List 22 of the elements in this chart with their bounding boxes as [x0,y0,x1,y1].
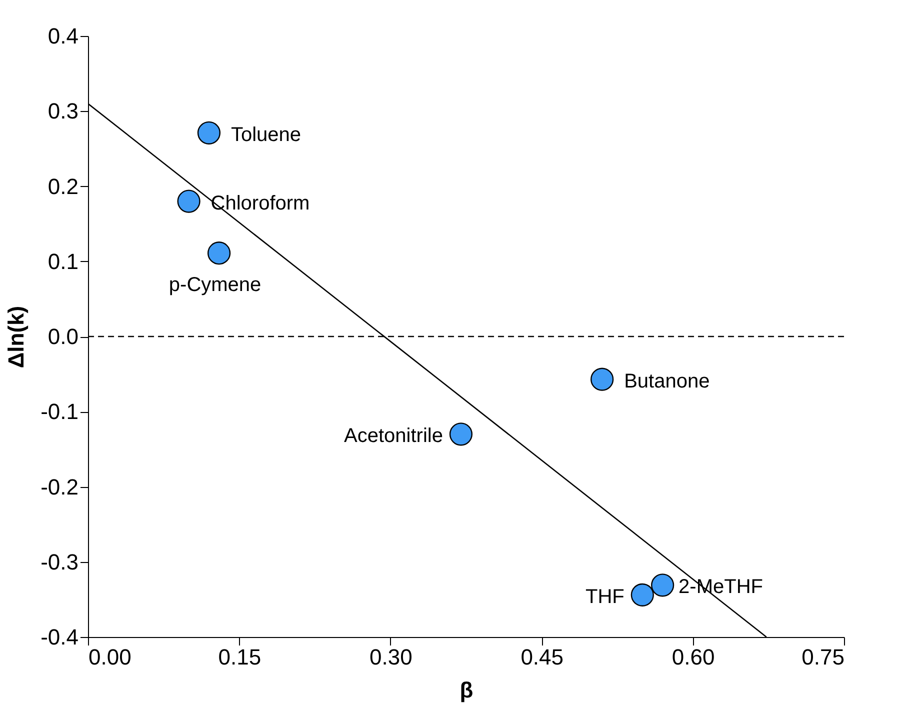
x-tick-label: 0.15 [218,644,262,670]
y-tick-label: 0.0 [48,324,78,349]
x-axis-title: β [460,678,474,702]
annotation: THF [586,586,624,608]
annotation: Toluene [230,124,302,146]
y-tick-label: -0.3 [40,549,78,574]
y-tick-label: -0.1 [40,399,78,424]
x-tick-label: 0.75 [802,644,844,670]
y-tick-label: -0.2 [40,474,78,500]
x-tick-label: 0.45 [520,644,564,670]
y-axis-title: Δln(k) [4,306,29,368]
annotation: p-Cymene [168,274,262,296]
y-tick-label: 0.1 [48,248,78,274]
x-tick-label: 0.60 [672,644,715,670]
annotation: Butanone [624,370,710,392]
y-tick-label: 0.4 [48,24,78,48]
y-tick-label: -0.4 [40,624,78,650]
y-tick-label: 0.2 [48,174,78,199]
x-tick-label: 0.30 [369,644,412,670]
y-tick-label: 0.3 [48,98,78,124]
annotation: Acetonitrile [344,425,443,448]
x-tick-label: 0.00 [88,644,132,670]
